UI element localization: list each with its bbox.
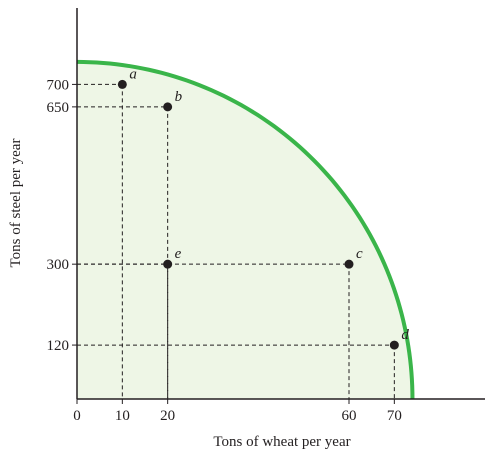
point-label-e: e xyxy=(175,246,182,262)
x-tick-label-20: 20 xyxy=(160,408,175,424)
y-tick-label-120: 120 xyxy=(47,338,70,354)
point-label-d: d xyxy=(401,327,409,343)
feasible-region xyxy=(77,61,413,400)
point-d xyxy=(389,340,399,350)
y-tick-label-650: 650 xyxy=(47,100,70,116)
point-e xyxy=(163,259,173,269)
point-label-b: b xyxy=(175,89,183,105)
y-tick-label-300: 300 xyxy=(47,257,70,273)
y-tick-label-700: 700 xyxy=(47,77,70,93)
point-a xyxy=(117,79,127,89)
point-label-c: c xyxy=(356,246,363,262)
point-b xyxy=(163,102,173,112)
point-c xyxy=(344,259,354,269)
x-tick-label-70: 70 xyxy=(387,408,402,424)
x-axis-label: Tons of wheat per year xyxy=(213,434,350,450)
point-label-a: a xyxy=(129,66,137,82)
x-tick-label-0: 0 xyxy=(73,408,81,424)
ppf-curve xyxy=(76,59,415,400)
x-tick-label-10: 10 xyxy=(115,408,130,424)
x-tick-label-60: 60 xyxy=(342,408,357,424)
y-axis-label: Tons of steel per year xyxy=(8,139,24,268)
